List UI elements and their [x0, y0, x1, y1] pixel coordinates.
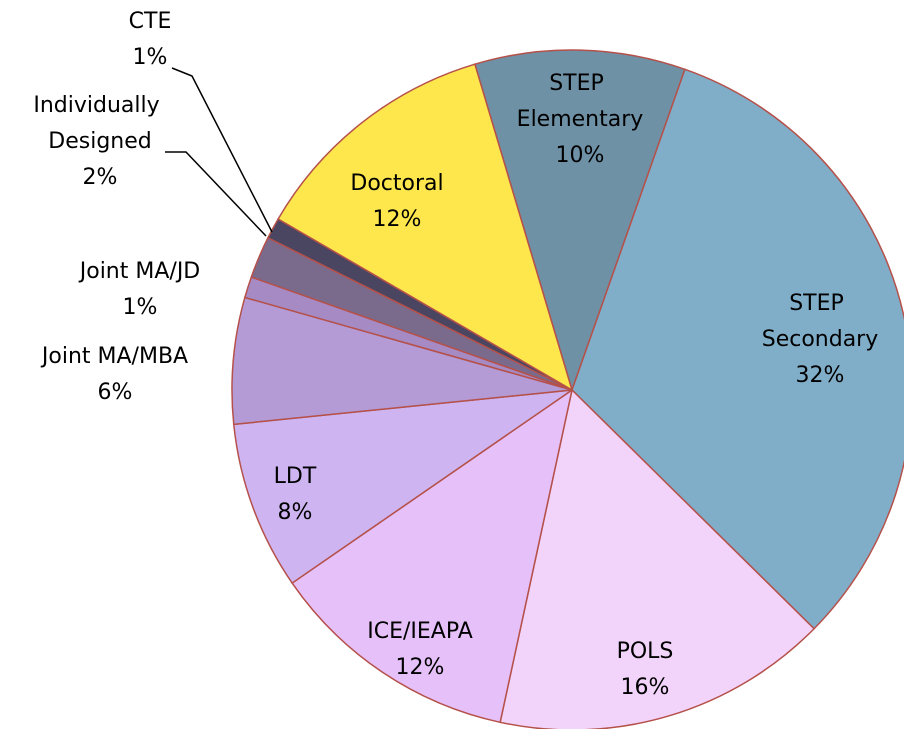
value-label: 16% [621, 675, 670, 700]
slice-label: Individually Designed [33, 93, 166, 154]
slice-label: ICE/IEAPA [367, 619, 473, 644]
value-label: 6% [98, 380, 133, 405]
label-line: STEP [789, 291, 851, 316]
slice-label: Doctoral [350, 171, 443, 196]
label-line: Doctoral [350, 171, 443, 196]
value-label: 2% [83, 165, 118, 190]
pie-slice [473, 49, 686, 393]
slice-label: LDT [274, 464, 317, 489]
value-label: 10% [556, 143, 605, 168]
value-label: 1% [133, 45, 168, 70]
pie [231, 49, 904, 729]
value-label: 12% [373, 207, 422, 232]
labels: STEP Elementary 10% STEP Secondary 32% POLS 1… [33, 9, 878, 700]
label-line: Designed [48, 129, 151, 154]
slice-label: STEP Secondary [762, 291, 879, 352]
slice-label: Joint MA/JD [78, 259, 201, 284]
leader-line [165, 151, 267, 237]
pie-slice [232, 389, 573, 585]
slice-label: CTE [129, 9, 172, 34]
slice-label: Joint MA/MBA [40, 344, 188, 369]
value-label: 1% [123, 295, 158, 320]
slice-label: POLS [617, 639, 674, 664]
label-line: Individually [33, 93, 166, 118]
pie-slice [291, 388, 574, 724]
slice-label: STEP Elementary [517, 71, 644, 132]
label-line: CTE [129, 9, 172, 34]
label-line: Elementary [517, 107, 644, 132]
label-line: POLS [617, 639, 674, 664]
pie-slice [571, 68, 904, 630]
leader-line [171, 67, 273, 233]
value-label: 12% [396, 655, 445, 680]
value-label: 32% [796, 363, 845, 388]
label-line: Joint MA/MBA [40, 344, 188, 369]
pie-slice [277, 63, 574, 392]
label-line: ICE/IEAPA [367, 619, 473, 644]
pie-slice [499, 388, 816, 729]
label-line: LDT [274, 464, 317, 489]
value-label: 8% [278, 500, 313, 525]
label-line: STEP [549, 71, 611, 96]
label-line: Joint MA/JD [78, 259, 201, 284]
pie-slice [231, 296, 573, 426]
label-line: Secondary [762, 327, 879, 352]
